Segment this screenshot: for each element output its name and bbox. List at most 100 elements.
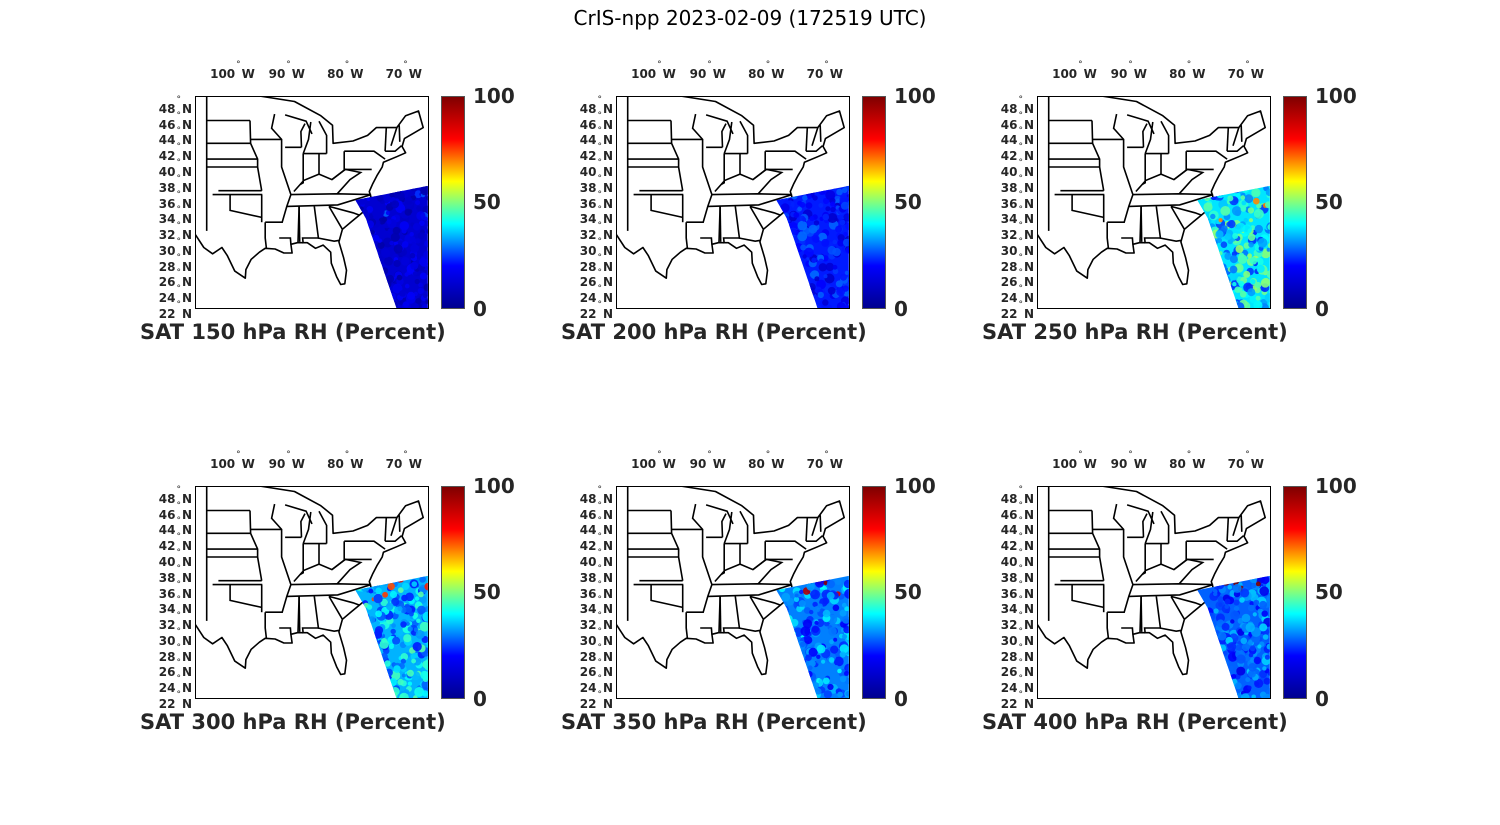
swath-footprint bbox=[1267, 224, 1270, 231]
state-border bbox=[1160, 120, 1170, 154]
swath-footprint bbox=[832, 264, 838, 270]
swath-footprint bbox=[1197, 638, 1206, 646]
latitude-tick-label: 30°N bbox=[158, 626, 192, 648]
swath-footprint bbox=[406, 669, 414, 677]
coastline bbox=[1037, 96, 1266, 286]
swath-footprint bbox=[1231, 251, 1237, 257]
swath-footprint bbox=[375, 661, 384, 670]
swath-footprint bbox=[790, 636, 800, 646]
swath-footprint bbox=[796, 252, 802, 258]
swath-footprint bbox=[399, 692, 409, 699]
swath-footprint bbox=[1236, 654, 1246, 664]
swath-footprint bbox=[1241, 185, 1246, 190]
longitude-tick-label: 100°W bbox=[210, 450, 255, 471]
swath-footprint bbox=[1216, 653, 1221, 659]
swath-footprint bbox=[395, 185, 405, 193]
swath-footprint bbox=[399, 221, 409, 231]
swath-footprint bbox=[355, 643, 364, 652]
swath-footprint bbox=[364, 640, 374, 649]
swath-footprint bbox=[801, 300, 807, 306]
longitude-tick-label: 80°W bbox=[748, 450, 785, 471]
swath-footprint bbox=[1247, 233, 1256, 241]
swath-footprint bbox=[801, 669, 810, 678]
swath-footprint bbox=[357, 272, 365, 280]
swath-footprint bbox=[798, 667, 808, 677]
swath-footprint bbox=[825, 206, 831, 212]
swath-footprint bbox=[1240, 588, 1250, 598]
swath-footprint bbox=[1200, 274, 1209, 283]
state-border bbox=[738, 237, 761, 243]
swath-footprint bbox=[818, 188, 826, 195]
latitude-tick-label: 30°N bbox=[1000, 626, 1034, 648]
swath-footprint bbox=[397, 240, 403, 246]
swath-footprint bbox=[423, 216, 428, 222]
swath-footprint bbox=[811, 257, 817, 263]
latitude-tick-label: 26°N bbox=[1000, 658, 1034, 680]
state-border bbox=[1126, 504, 1155, 525]
swath-footprint bbox=[373, 256, 384, 266]
swath-footprint bbox=[1251, 694, 1256, 699]
swath-footprint bbox=[1217, 685, 1227, 694]
swath-footprint bbox=[808, 224, 818, 234]
map-panel: 100°W 90°W 80°W 70°W 48°N 46°N 44°N 42°N 40°N 38°… bbox=[982, 450, 1402, 756]
swath-footprint bbox=[1255, 295, 1261, 301]
longitude-tick-label: 80°W bbox=[327, 450, 364, 471]
swath-footprint bbox=[841, 187, 848, 194]
swath-footprint bbox=[1227, 300, 1235, 308]
swath-footprint bbox=[1257, 238, 1268, 248]
swath-footprint bbox=[368, 660, 377, 669]
swath-footprint bbox=[377, 241, 385, 249]
swath-footprint bbox=[408, 611, 414, 617]
state-border bbox=[1160, 510, 1170, 544]
swath-footprint bbox=[1213, 261, 1220, 268]
swath-footprint bbox=[366, 694, 373, 699]
swath-footprint bbox=[1211, 685, 1218, 692]
state-border bbox=[279, 627, 292, 635]
swath-footprint bbox=[1265, 201, 1270, 209]
swath-footprint bbox=[1261, 610, 1268, 617]
state-border bbox=[1226, 517, 1230, 542]
swath-footprint bbox=[1232, 583, 1242, 593]
swath-footprint bbox=[832, 239, 838, 245]
swath-footprint bbox=[379, 675, 388, 684]
state-border bbox=[1170, 205, 1186, 230]
swath-footprint bbox=[799, 683, 808, 691]
swath-footprint bbox=[378, 674, 383, 679]
swath-footprint bbox=[1249, 657, 1255, 663]
swath-footprint bbox=[357, 632, 368, 643]
swath-footprint bbox=[375, 587, 382, 594]
state-border bbox=[1142, 513, 1148, 538]
swath-footprint bbox=[379, 673, 388, 682]
swath-footprint bbox=[376, 296, 386, 306]
state-border bbox=[1140, 596, 1143, 632]
swath-footprint bbox=[370, 276, 378, 283]
swath-footprint bbox=[1206, 218, 1212, 225]
state-border bbox=[1128, 583, 1214, 598]
swath-footprint bbox=[1222, 294, 1228, 300]
swath-footprint bbox=[386, 575, 394, 583]
latitude-tick-label: 44°N bbox=[1000, 516, 1034, 538]
swath-footprint bbox=[800, 188, 805, 193]
rh-map bbox=[1037, 486, 1271, 699]
swath-footprint bbox=[1240, 637, 1248, 645]
swath-footprint bbox=[409, 252, 416, 259]
latitude-tick-label: 24°N bbox=[579, 674, 613, 696]
swath-footprint bbox=[381, 267, 389, 275]
swath-footprint bbox=[380, 298, 390, 308]
swath-footprint bbox=[1197, 298, 1206, 307]
latitude-tick-label: 48°N bbox=[158, 484, 192, 506]
state-border bbox=[344, 150, 386, 160]
swath-footprint bbox=[409, 232, 414, 237]
swath-footprint bbox=[356, 633, 362, 639]
latitude-tick-label: 32°N bbox=[158, 611, 192, 633]
swath-footprint bbox=[1206, 659, 1216, 670]
colorbar-tick-label: 0 bbox=[894, 297, 908, 321]
swath-footprint bbox=[809, 304, 814, 309]
swath-footprint bbox=[844, 270, 849, 275]
swath-footprint bbox=[356, 246, 363, 253]
latitude-tick-label: 48°N bbox=[158, 94, 192, 116]
swath-footprint bbox=[1215, 188, 1225, 199]
state-border bbox=[1128, 193, 1214, 208]
swath-footprint bbox=[415, 629, 425, 639]
swath-footprint bbox=[1207, 259, 1217, 269]
